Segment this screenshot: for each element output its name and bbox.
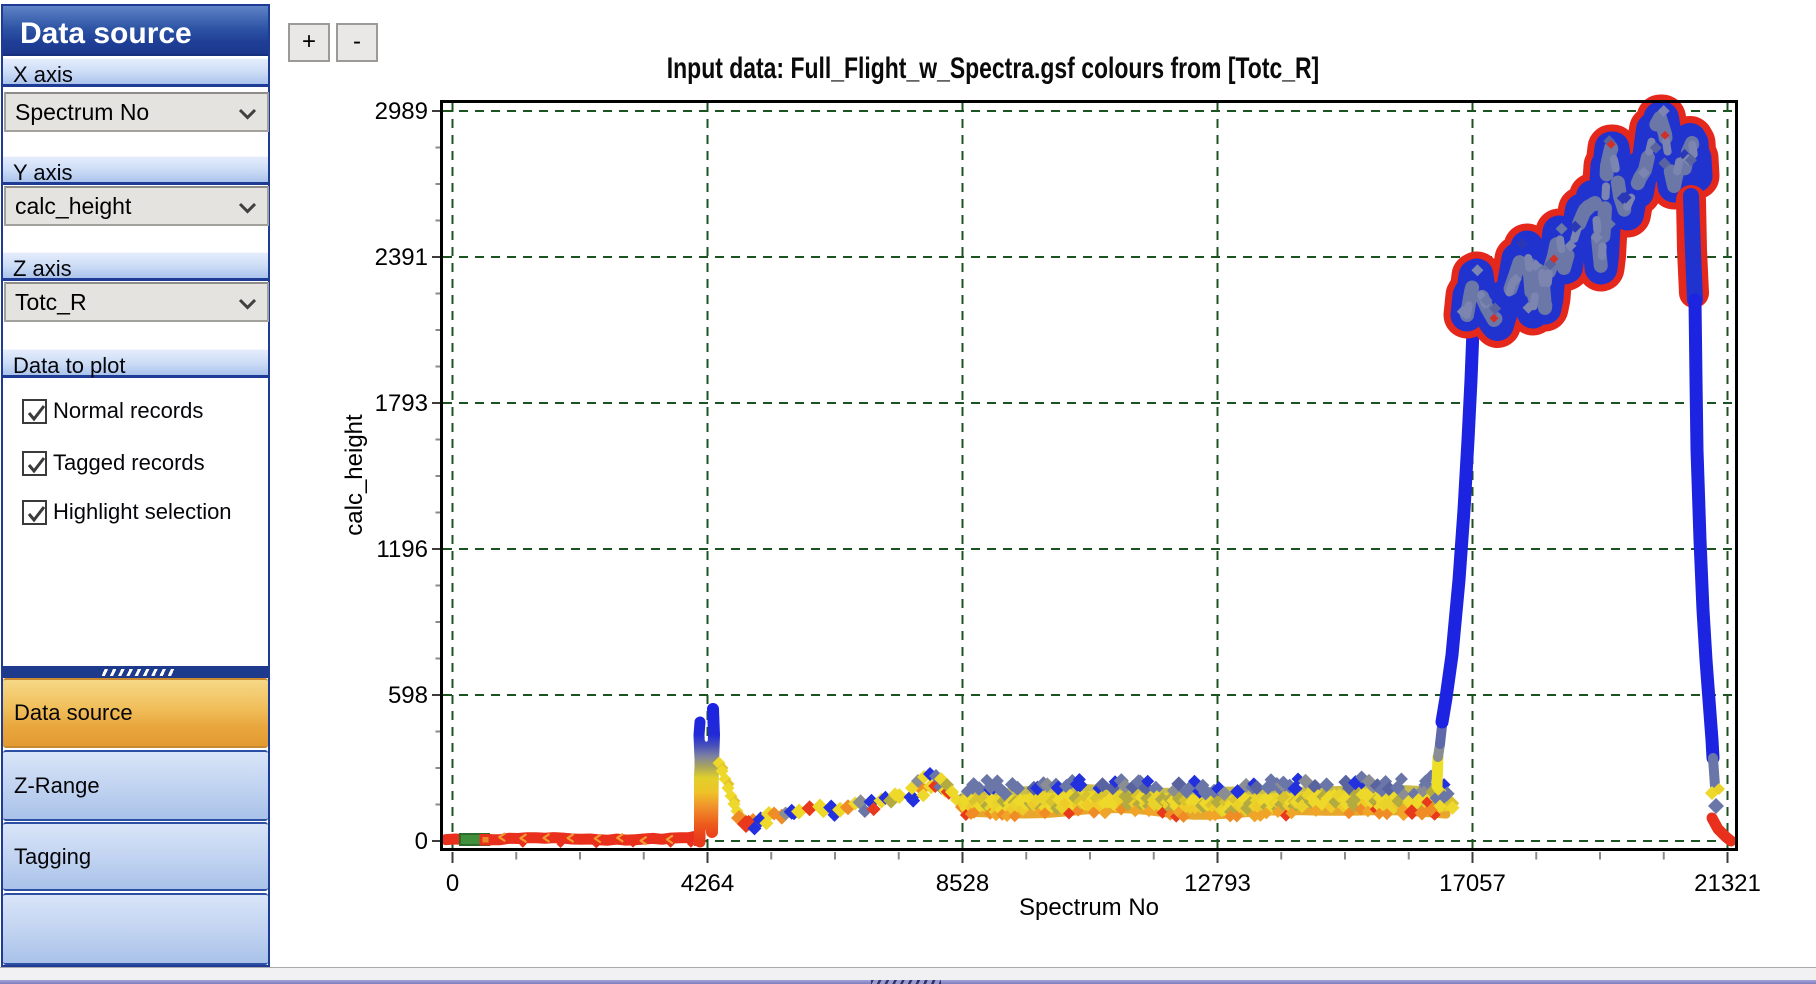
svg-text:17057: 17057: [1439, 870, 1506, 897]
svg-text:Spectrum No: Spectrum No: [1019, 894, 1159, 921]
svg-text:0: 0: [446, 870, 459, 897]
svg-text:0: 0: [415, 828, 428, 855]
svg-text:2989: 2989: [375, 98, 428, 125]
svg-text:4264: 4264: [681, 870, 734, 897]
svg-text:calc_height: calc_height: [341, 414, 368, 536]
svg-text:8528: 8528: [936, 870, 989, 897]
svg-text:12793: 12793: [1184, 870, 1251, 897]
svg-text:1793: 1793: [375, 390, 428, 417]
svg-text:1196: 1196: [376, 536, 428, 563]
svg-text:2391: 2391: [375, 244, 428, 271]
svg-text:598: 598: [388, 682, 428, 709]
svg-text:21321: 21321: [1694, 870, 1761, 897]
